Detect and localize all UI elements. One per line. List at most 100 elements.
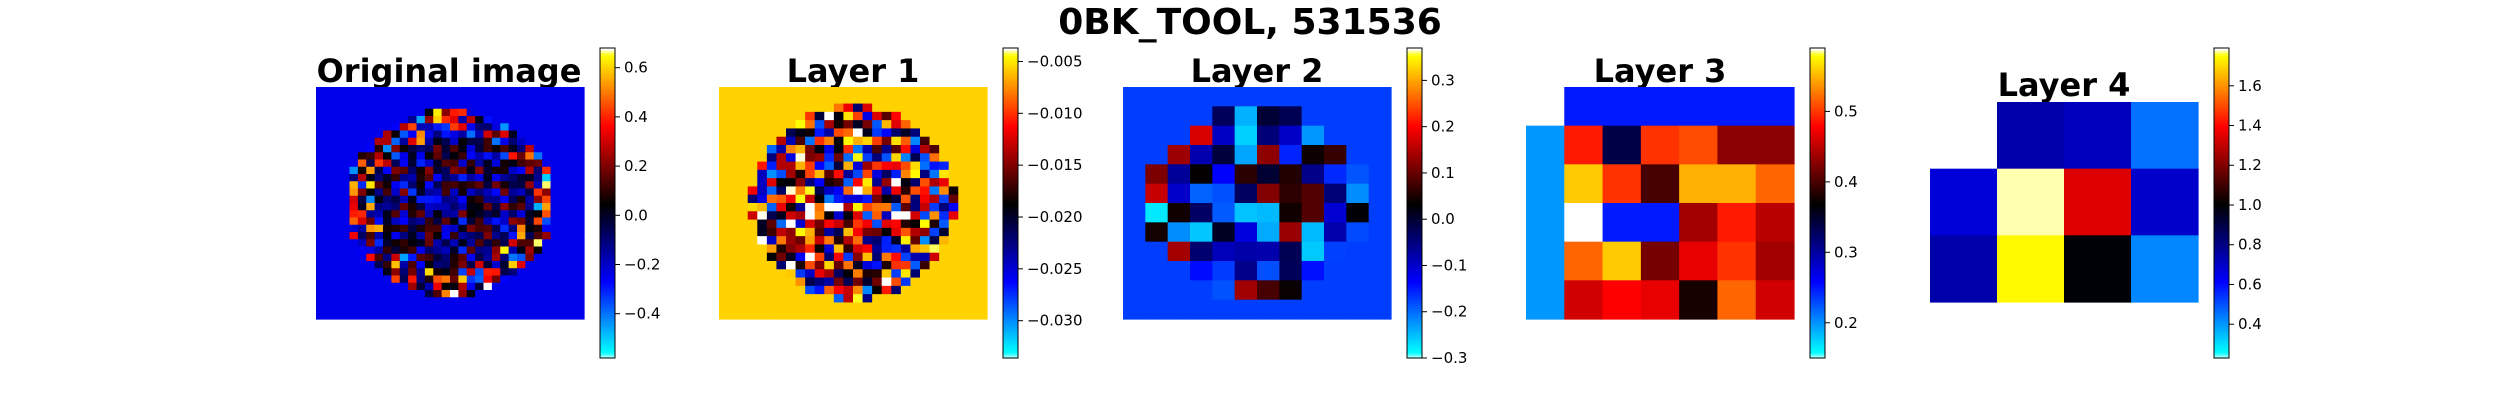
heatmap-cell xyxy=(424,210,434,219)
heatmap-cell xyxy=(1368,261,1392,281)
heatmap-cell xyxy=(824,211,835,221)
heatmap-cell xyxy=(958,178,969,188)
heatmap-cell xyxy=(891,186,902,196)
heatmap-cell xyxy=(881,111,892,121)
heatmap-cell xyxy=(341,137,351,146)
colorbar-segment xyxy=(1810,58,1825,62)
heatmap-cell xyxy=(805,211,816,221)
heatmap-cell xyxy=(324,210,334,219)
heatmap-cell xyxy=(550,290,560,298)
heatmap-cell xyxy=(786,285,797,295)
heatmap-cell xyxy=(316,311,325,320)
colorbar-segment xyxy=(2214,228,2229,233)
heatmap-cell xyxy=(1346,222,1370,243)
colorbar-segment xyxy=(2214,288,2229,292)
heatmap-cell xyxy=(525,282,535,291)
heatmap-cell xyxy=(738,310,749,320)
colorbar-segment xyxy=(2214,164,2229,168)
heatmap-cell xyxy=(805,310,816,320)
heatmap-cell xyxy=(1190,203,1213,223)
heatmap-cell xyxy=(891,178,902,188)
heatmap-cell xyxy=(491,130,501,139)
colorbar-segment xyxy=(1003,110,1018,114)
heatmap-cell xyxy=(881,161,892,171)
heatmap-cell xyxy=(920,186,931,196)
heatmap-cell xyxy=(920,203,931,212)
heatmap-cell xyxy=(747,161,758,171)
heatmap-cell xyxy=(728,120,739,130)
colorbar-segment xyxy=(2214,122,2229,127)
heatmap-cell xyxy=(424,145,434,153)
heatmap-cell xyxy=(374,94,384,103)
colorbar-segment xyxy=(600,151,615,155)
heatmap-cell xyxy=(776,302,787,312)
heatmap-cell xyxy=(374,203,384,211)
heatmap-cell xyxy=(458,268,468,277)
heatmap-cell xyxy=(939,145,950,154)
colorbar-segment xyxy=(600,192,615,196)
heatmap-cell xyxy=(383,311,392,320)
heatmap-cell xyxy=(939,186,950,196)
heatmap-cell xyxy=(795,111,806,121)
heatmap-cell xyxy=(1257,145,1280,165)
heatmap-cell xyxy=(719,178,730,188)
heatmap-cell xyxy=(324,166,334,175)
heatmap-cell xyxy=(1190,222,1213,243)
heatmap-cell xyxy=(833,194,845,204)
heatmap-cell xyxy=(508,239,518,248)
colorbar-segment xyxy=(600,296,615,300)
colorbar-segment xyxy=(600,81,615,85)
heatmap-cell xyxy=(475,261,485,269)
heatmap-cell xyxy=(517,275,526,284)
heatmap-cell xyxy=(450,152,459,161)
heatmap-cell xyxy=(891,236,902,246)
heatmap-cell xyxy=(814,194,825,204)
colorbar-segment xyxy=(1003,192,1018,196)
heatmap-cell xyxy=(939,161,950,171)
heatmap-cell xyxy=(853,111,864,121)
heatmap-cell xyxy=(1257,241,1280,262)
colorbar-segment xyxy=(1407,350,1422,354)
heatmap-cell xyxy=(349,224,359,233)
heatmap-cell xyxy=(500,297,510,306)
heatmap-cell xyxy=(1279,145,1303,165)
colorbar-segment xyxy=(1810,334,1825,338)
heatmap-cell xyxy=(399,268,409,277)
colorbar-segment xyxy=(1810,60,1825,65)
heatmap-cell xyxy=(910,294,921,304)
heatmap-cell xyxy=(550,239,560,248)
heatmap-cell xyxy=(967,219,979,229)
heatmap-cell xyxy=(939,178,950,188)
heatmap-cell xyxy=(357,311,367,320)
heatmap-cell xyxy=(349,188,359,197)
heatmap-cell xyxy=(533,123,543,132)
colorbar-segment xyxy=(1407,48,1422,52)
colorbar-segment xyxy=(1407,329,1422,333)
heatmap-cell xyxy=(374,87,384,95)
colorbar-segment xyxy=(1810,112,1825,116)
heatmap-cell xyxy=(399,210,409,219)
heatmap-cell xyxy=(458,130,468,139)
heatmap-cell xyxy=(575,123,585,132)
colorbar-segment xyxy=(2214,329,2229,333)
colorbar-segment xyxy=(1003,293,1018,297)
heatmap-cell xyxy=(1145,145,1169,165)
heatmap-cell xyxy=(824,128,835,138)
heatmap-cell xyxy=(466,137,476,146)
colorbar-segment xyxy=(600,169,615,173)
heatmap-cell xyxy=(441,246,451,255)
heatmap-cell xyxy=(1212,106,1236,127)
heatmap-cell xyxy=(550,261,560,269)
colorbar-segment xyxy=(1810,89,1825,93)
heatmap-cell xyxy=(475,253,485,262)
heatmap-cell xyxy=(517,94,526,103)
heatmap-cell xyxy=(542,304,552,313)
heatmap-cell xyxy=(1167,87,1191,107)
heatmap-cell xyxy=(558,130,568,139)
colorbar-segment xyxy=(600,226,615,230)
panel-2: Layer 1 −0.005−0.010−0.015−0.020−0.025−0.… xyxy=(719,47,1083,359)
heatmap-cell xyxy=(567,210,577,219)
heatmap-cell xyxy=(558,217,568,226)
colorbar: −0.005−0.010−0.015−0.020−0.025−0.030 xyxy=(1002,47,1083,359)
heatmap-cell xyxy=(332,210,342,219)
